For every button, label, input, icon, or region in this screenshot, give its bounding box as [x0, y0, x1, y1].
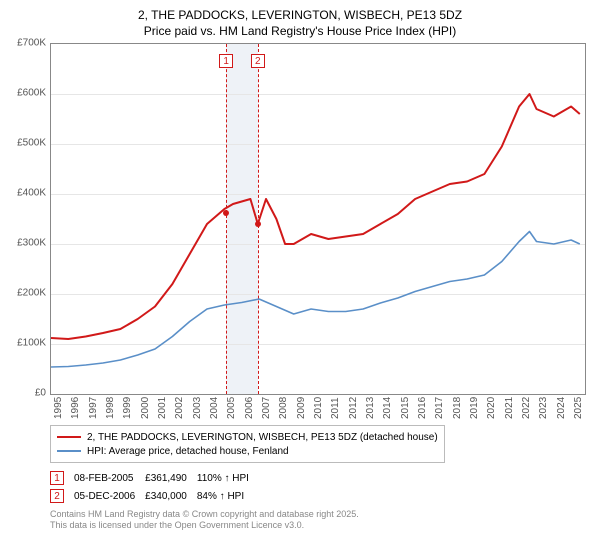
- y-tick-label: £300K: [17, 238, 46, 249]
- legend-label: 2, THE PADDOCKS, LEVERINGTON, WISBECH, P…: [87, 432, 438, 443]
- attribution-line-1: Contains HM Land Registry data © Crown c…: [50, 509, 590, 520]
- chart-lines: [51, 44, 585, 394]
- x-tick-label: 2017: [434, 397, 445, 419]
- x-tick-label: 2024: [556, 397, 567, 419]
- sale-pct: 84% ↑ HPI: [197, 487, 259, 505]
- chart-title: 2, THE PADDOCKS, LEVERINGTON, WISBECH, P…: [10, 8, 590, 39]
- plot-area: 12: [50, 43, 586, 395]
- marker-dot: [255, 221, 261, 227]
- sale-price: £361,490: [145, 469, 197, 487]
- x-tick-label: 2008: [278, 397, 289, 419]
- title-line-2: Price paid vs. HM Land Registry's House …: [10, 24, 590, 40]
- x-tick-label: 1997: [88, 397, 99, 419]
- y-tick-label: £700K: [17, 38, 46, 49]
- table-row: 1 08-FEB-2005£361,490110% ↑ HPI: [50, 469, 259, 487]
- x-tick-label: 2015: [400, 397, 411, 419]
- legend-label: HPI: Average price, detached house, Fenl…: [87, 446, 289, 457]
- y-tick-label: £100K: [17, 338, 46, 349]
- sale-badge: 1: [50, 471, 64, 485]
- x-tick-label: 2013: [365, 397, 376, 419]
- legend-item: HPI: Average price, detached house, Fenl…: [57, 444, 438, 458]
- sale-date: 08-FEB-2005: [74, 469, 145, 487]
- x-tick-label: 1996: [70, 397, 81, 419]
- x-tick-label: 2007: [261, 397, 272, 419]
- x-tick-label: 2023: [538, 397, 549, 419]
- y-tick-label: £200K: [17, 288, 46, 299]
- x-tick-label: 2022: [521, 397, 532, 419]
- attribution-line-2: This data is licensed under the Open Gov…: [50, 520, 590, 531]
- x-tick-label: 2011: [330, 398, 341, 420]
- x-tick-label: 2025: [573, 397, 584, 419]
- x-tick-label: 2004: [209, 397, 220, 419]
- legend-swatch: [57, 436, 81, 438]
- x-tick-label: 2010: [313, 397, 324, 419]
- chart-area: £0£100K£200K£300K£400K£500K£600K£700K 12…: [10, 43, 590, 423]
- x-tick-label: 1995: [53, 397, 64, 419]
- x-tick-label: 2009: [296, 397, 307, 419]
- legend-swatch: [57, 450, 81, 452]
- x-tick-label: 2018: [452, 397, 463, 419]
- x-tick-label: 2002: [174, 397, 185, 419]
- sale-pct: 110% ↑ HPI: [197, 469, 259, 487]
- y-tick-label: £0: [35, 388, 46, 399]
- series-line-property: [51, 94, 580, 339]
- x-tick-label: 2000: [140, 397, 151, 419]
- x-tick-label: 2016: [417, 397, 428, 419]
- sales-table: 1 08-FEB-2005£361,490110% ↑ HPI 2 05-DEC-20…: [50, 469, 259, 505]
- legend: 2, THE PADDOCKS, LEVERINGTON, WISBECH, P…: [50, 425, 445, 463]
- x-tick-label: 2020: [486, 397, 497, 419]
- series-line-hpi: [51, 232, 580, 368]
- x-tick-label: 2014: [382, 397, 393, 419]
- x-tick-label: 2019: [469, 397, 480, 419]
- x-tick-label: 2012: [348, 397, 359, 419]
- marker-dot: [223, 210, 229, 216]
- sale-date: 05-DEC-2006: [74, 487, 145, 505]
- legend-item: 2, THE PADDOCKS, LEVERINGTON, WISBECH, P…: [57, 430, 438, 444]
- x-tick-label: 2003: [192, 397, 203, 419]
- x-tick-label: 2001: [157, 397, 168, 419]
- sale-price: £340,000: [145, 487, 197, 505]
- x-tick-label: 2021: [504, 397, 515, 419]
- y-tick-label: £600K: [17, 88, 46, 99]
- x-tick-label: 2006: [244, 397, 255, 419]
- x-tick-label: 1999: [122, 397, 133, 419]
- table-row: 2 05-DEC-2006£340,00084% ↑ HPI: [50, 487, 259, 505]
- y-axis: £0£100K£200K£300K£400K£500K£600K£700K: [10, 43, 50, 395]
- attribution: Contains HM Land Registry data © Crown c…: [50, 509, 590, 531]
- sale-badge: 2: [50, 489, 64, 503]
- y-tick-label: £400K: [17, 188, 46, 199]
- title-line-1: 2, THE PADDOCKS, LEVERINGTON, WISBECH, P…: [10, 8, 590, 24]
- x-tick-label: 2005: [226, 397, 237, 419]
- x-tick-label: 1998: [105, 397, 116, 419]
- y-tick-label: £500K: [17, 138, 46, 149]
- x-axis: 1995 1996 1997 1998 1999 2000 2001 2002 2003 2004…: [50, 395, 586, 423]
